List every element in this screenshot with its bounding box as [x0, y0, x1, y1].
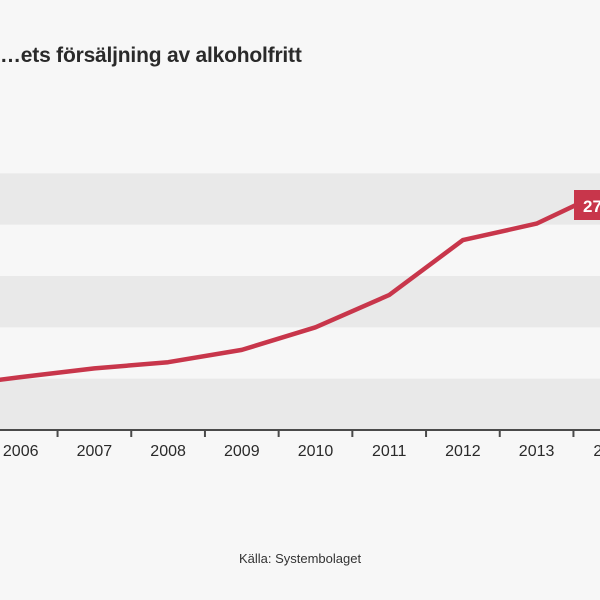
series-line — [0, 191, 600, 382]
data-label-box — [574, 190, 600, 220]
grid-band — [0, 173, 600, 225]
chart-source: Källa: Systembolaget — [238, 551, 362, 566]
data-labels: 27… — [574, 190, 600, 220]
data-label: 27… — [583, 197, 600, 216]
series-layer — [0, 191, 600, 382]
x-tick-label: 2006 — [3, 443, 39, 460]
x-tick-label: 2009 — [224, 443, 260, 460]
chart-title: …ets försäljning av alkoholfritt — [0, 44, 302, 67]
x-tick-labels: 2006 2007 2008 2009 2010 2011 2012 2013 20… — [3, 443, 600, 460]
x-tick-label: 2012 — [445, 443, 481, 460]
grid-bands — [0, 173, 600, 430]
x-tick-label: 20… — [593, 443, 600, 460]
x-tick-label: 2013 — [519, 443, 555, 460]
x-tick-label: 2008 — [150, 443, 186, 460]
grid-band — [0, 276, 600, 328]
x-tick-label: 2010 — [298, 443, 334, 460]
x-axis — [0, 429, 600, 437]
x-tick-label: 2011 — [372, 443, 407, 460]
x-tick-label: 2007 — [77, 443, 113, 460]
grid-band — [0, 378, 600, 430]
